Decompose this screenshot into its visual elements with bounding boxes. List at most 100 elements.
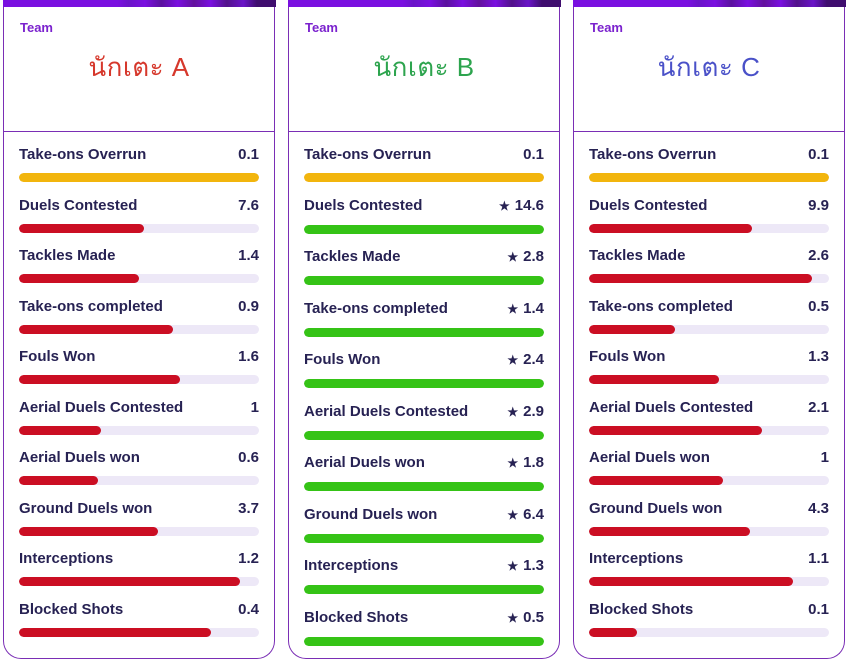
stat-bar-track <box>19 476 259 485</box>
stat-row: Tackles Made 1.4 <box>19 246 259 283</box>
decorative-top-strip <box>2 0 276 7</box>
stat-row: Blocked Shots ★ 0.5 <box>304 608 544 646</box>
stat-label: Aerial Duels won <box>304 454 425 471</box>
star-icon: ★ <box>507 610 519 625</box>
team-label: Team <box>590 20 623 35</box>
stat-bar-fill <box>589 577 793 586</box>
stat-label: Take-ons Overrun <box>19 146 147 163</box>
stat-bar-track <box>589 425 829 435</box>
stat-line: Interceptions ★ 1.3 <box>304 556 544 576</box>
stat-line: Take-ons completed 0.5 <box>589 297 829 316</box>
stat-value: 1.3 <box>808 347 829 366</box>
stat-value: 1.4 <box>238 246 259 265</box>
stat-row: Take-ons completed 0.9 <box>19 297 259 334</box>
stat-label: Blocked Shots <box>19 600 124 618</box>
stat-value: ★ 2.8 <box>507 247 544 267</box>
stat-bar-fill <box>304 533 544 543</box>
stat-number: 14.6 <box>514 196 544 214</box>
stat-line: Tackles Made 1.4 <box>19 246 259 265</box>
stat-row: Aerial Duels Contested ★ 2.9 <box>304 402 544 440</box>
stat-bar-fill <box>304 585 544 594</box>
stat-bar-track <box>589 476 829 485</box>
stat-row: Aerial Duels won 1 <box>589 448 829 485</box>
stat-value: 0.4 <box>238 600 259 619</box>
player-card-c: Team นักเตะ C Take-ons Overrun 0.1 Duels C… <box>572 0 846 659</box>
stat-bar-fill <box>19 375 180 384</box>
stat-line: Aerial Duels Contested ★ 2.9 <box>304 402 544 422</box>
stat-number: 1.3 <box>523 557 544 574</box>
stat-bar-track <box>589 375 829 384</box>
stat-row: Interceptions 1.1 <box>589 549 829 586</box>
card-header: Team นักเตะ B <box>289 7 559 132</box>
stat-row: Aerial Duels Contested 2.1 <box>589 398 829 435</box>
stat-value: 0.1 <box>523 145 544 164</box>
stat-number: 3.7 <box>238 499 259 517</box>
stat-bar-fill <box>589 324 676 334</box>
stat-label: Take-ons completed <box>589 297 733 315</box>
stat-label: Ground Duels won <box>589 499 723 517</box>
stat-bar-fill <box>589 223 753 233</box>
stat-bar-fill <box>589 173 829 182</box>
stat-number: 0.6 <box>238 449 259 466</box>
stat-label: Duels Contested <box>589 196 708 214</box>
stat-number: 2.4 <box>523 351 544 368</box>
stat-bar-track <box>19 375 259 384</box>
stat-line: Tackles Made 2.6 <box>589 246 829 265</box>
stat-line: Tackles Made ★ 2.8 <box>304 247 544 267</box>
stat-number: 0.9 <box>238 297 259 315</box>
stat-bar-fill <box>589 526 750 536</box>
star-icon: ★ <box>507 456 519 470</box>
stat-line: Fouls Won ★ 2.4 <box>304 350 544 370</box>
stat-bar-track <box>19 274 259 283</box>
star-icon: ★ <box>499 198 510 213</box>
stat-row: Ground Duels won 3.7 <box>19 499 259 536</box>
stat-value: 3.7 <box>238 499 259 518</box>
stat-line: Aerial Duels won ★ 1.8 <box>304 453 544 473</box>
stat-bar-track <box>589 324 829 334</box>
stat-line: Duels Contested ★ 14.6 <box>304 196 544 216</box>
stat-value: 0.1 <box>808 145 829 164</box>
stat-number: 1.3 <box>808 348 829 365</box>
stat-bar-fill <box>589 274 813 283</box>
stat-bar-fill <box>304 173 544 182</box>
stat-bar-track <box>304 533 544 543</box>
stat-number: 1.4 <box>523 299 544 317</box>
stat-value: 1 <box>821 448 829 467</box>
stat-bar-fill <box>19 526 159 536</box>
player-name: นักเตะ C <box>657 52 761 82</box>
stat-row: Take-ons completed 0.5 <box>589 297 829 334</box>
stats-list: Take-ons Overrun 0.1 Duels Contested 9.9 Tac… <box>574 132 844 649</box>
stat-row: Ground Duels won 4.3 <box>589 499 829 536</box>
stats-list: Take-ons Overrun 0.1 Duels Contested ★ 14.6 T… <box>289 132 559 658</box>
stat-number: 1.6 <box>238 348 259 365</box>
stat-value: ★ 6.4 <box>507 505 544 525</box>
stat-bar-fill <box>304 379 544 388</box>
stat-bar-track <box>304 482 544 491</box>
stat-value: ★ 0.5 <box>507 608 544 628</box>
stat-bar-track <box>304 636 544 646</box>
stat-bar-fill <box>304 430 544 440</box>
stat-bar-fill <box>304 482 544 491</box>
stat-number: 0.4 <box>238 600 259 618</box>
stat-row: Blocked Shots 0.1 <box>589 600 829 637</box>
stat-bar-fill <box>589 476 724 485</box>
stat-label: Aerial Duels won <box>589 449 710 466</box>
player-name: นักเตะ A <box>88 52 190 82</box>
stat-line: Aerial Duels Contested 2.1 <box>589 398 829 417</box>
stat-bar-fill <box>304 636 544 646</box>
stat-number: 1.1 <box>808 550 829 567</box>
stat-number: 0.5 <box>523 608 544 626</box>
stat-bar-track <box>589 274 829 283</box>
stat-value: ★ 1.3 <box>507 556 544 576</box>
stat-row: Blocked Shots 0.4 <box>19 600 259 637</box>
stat-line: Take-ons Overrun 0.1 <box>304 145 544 164</box>
stat-number: 2.6 <box>808 247 829 264</box>
stat-row: Fouls Won ★ 2.4 <box>304 350 544 388</box>
stat-number: 0.1 <box>523 146 544 163</box>
stat-bar-track <box>19 627 259 637</box>
stat-label: Ground Duels won <box>19 499 153 517</box>
stat-row: Take-ons completed ★ 1.4 <box>304 299 544 337</box>
stat-line: Blocked Shots ★ 0.5 <box>304 608 544 628</box>
stat-bar-track <box>589 173 829 182</box>
stat-value: 0.1 <box>238 145 259 164</box>
